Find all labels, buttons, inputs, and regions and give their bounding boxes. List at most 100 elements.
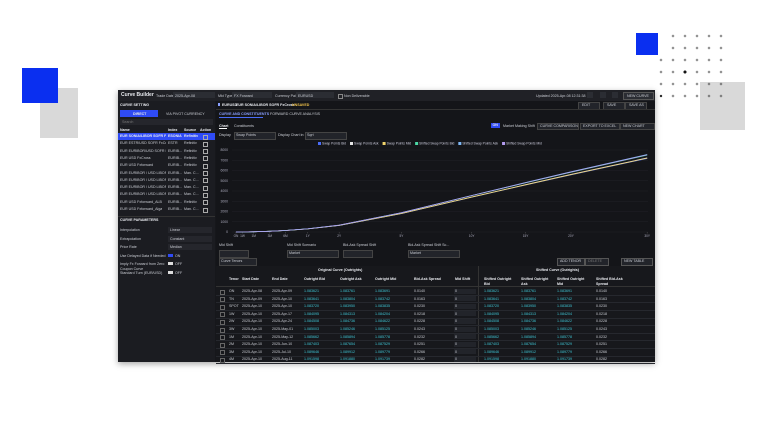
table-cell: 1.083691 xyxy=(557,289,572,293)
table-cell[interactable]: 0 xyxy=(455,296,457,301)
button-label[interactable]: NEW CHART xyxy=(623,123,645,128)
new-curve-button[interactable]: NEW CURVE xyxy=(627,93,649,98)
list-cell[interactable]: EUR ESTR/USD SOFR FxCross xyxy=(120,141,166,146)
list-cell[interactable]: EUR EURIBOR / USD LIBOR... xyxy=(120,192,166,197)
input xyxy=(454,296,476,302)
param-value[interactable]: Constant xyxy=(170,236,185,241)
checkbox-label[interactable]: Non Deliverable xyxy=(344,93,370,98)
input-value[interactable]: 2025-Apr-08 xyxy=(175,93,195,98)
select xyxy=(287,250,339,258)
input xyxy=(454,303,476,309)
table-cell: 1.091880 xyxy=(521,357,536,362)
table-cell[interactable]: 0 xyxy=(455,304,457,309)
dot xyxy=(671,46,675,50)
table-cell[interactable]: 0 xyxy=(455,311,457,316)
table-cell[interactable]: 0 xyxy=(455,349,457,354)
subtab[interactable]: Chart xyxy=(219,123,229,128)
toggle-label[interactable]: OFF xyxy=(175,270,183,275)
toggle-label[interactable]: ON xyxy=(175,253,181,258)
select-value[interactable]: Curve Tenors xyxy=(221,259,243,263)
input xyxy=(454,326,476,332)
param-value[interactable]: Median xyxy=(170,245,182,249)
select xyxy=(168,227,212,233)
label: Trade Date xyxy=(156,93,174,98)
button-label[interactable]: NEW TABLE xyxy=(624,259,645,263)
row-checkbox xyxy=(220,335,225,341)
table-cell[interactable]: 0 xyxy=(455,327,457,331)
input xyxy=(343,250,373,258)
table-cell: 0.0218 xyxy=(414,311,425,316)
tab[interactable]: DIRECT xyxy=(133,111,147,116)
tab[interactable]: FORWARD CURVE ANALYSIS xyxy=(270,112,320,116)
dot xyxy=(671,34,675,38)
legend-label: Swap Points Ask xyxy=(354,142,379,146)
list-cell: EURIB... xyxy=(168,170,182,175)
app-title: Curve Builder xyxy=(121,92,154,98)
x-tick-label: 3M xyxy=(268,234,273,238)
table-cell[interactable]: 0 xyxy=(455,357,457,362)
table-cell: 1.083621 xyxy=(484,289,499,293)
select-value[interactable]: Swap Points xyxy=(236,133,256,137)
table-cell: 1.083950 xyxy=(340,304,355,309)
list-cell[interactable]: EUR EURIBOR/USD SOFR FX... xyxy=(120,148,166,153)
dot xyxy=(695,34,699,38)
list-cell[interactable]: EUR USD Fxforward_Alga xyxy=(120,207,163,211)
subtab[interactable]: Constituents xyxy=(234,123,254,128)
list-cell[interactable]: EUR EURIBOR / USD LIBOR... xyxy=(120,177,166,182)
param-value[interactable]: Linear xyxy=(170,228,180,232)
table-cell: 2M xyxy=(229,342,234,347)
button-label[interactable]: SAVE xyxy=(607,103,617,107)
button-label[interactable]: SAVE AS xyxy=(629,103,644,107)
select-value[interactable]: Market xyxy=(289,251,300,255)
dot-grid xyxy=(659,34,723,98)
button-label[interactable]: EDIT xyxy=(582,103,591,107)
list-cell[interactable]: EUR USD FxCross xyxy=(120,155,151,160)
toggle-label[interactable]: OFF xyxy=(175,262,183,266)
input xyxy=(454,341,476,347)
button-label[interactable]: ADD TENOR xyxy=(560,259,582,263)
toggle-label[interactable]: ON xyxy=(492,123,498,128)
search-placeholder[interactable]: Search xyxy=(122,120,134,124)
toggle-label: Market Making Shift xyxy=(503,123,535,128)
dot xyxy=(707,70,711,74)
table-cell[interactable]: 0 xyxy=(455,319,457,324)
series-line xyxy=(235,154,648,233)
select-value[interactable]: EURUSD xyxy=(298,93,314,98)
list-cell[interactable]: EUR USD Fxforward xyxy=(120,163,154,168)
tab[interactable]: VIA PIVOT CURRENCY xyxy=(166,111,205,116)
button-label[interactable]: DELETE xyxy=(588,259,602,263)
list-cell[interactable]: EUR EURIBOR / USD LIBOR... xyxy=(120,185,166,190)
button-label[interactable]: CURVE COMPARISON xyxy=(540,123,578,128)
y-tick-label: 3000 xyxy=(220,199,228,203)
table-cell: 0.0232 xyxy=(414,334,425,339)
row-checkbox xyxy=(220,342,225,348)
list-cell[interactable]: EUR EURIBOR / USD LIBOR... xyxy=(120,170,166,175)
dot xyxy=(659,70,663,74)
list-cell[interactable]: EUR USD Fxforward_ALB xyxy=(120,199,162,204)
table-cell: TN xyxy=(229,296,234,301)
dot xyxy=(659,58,663,62)
button-label[interactable]: EXPORT TO EXCEL xyxy=(583,123,617,128)
y-tick-label: 0 xyxy=(226,230,228,234)
control-label: Mid Shift Scenario xyxy=(287,243,317,247)
table-cell: 2025-Apr-09 xyxy=(242,296,262,301)
tab[interactable]: CURVE AND CONSTITUENTS xyxy=(219,112,270,116)
subtab-underline xyxy=(219,128,227,129)
input xyxy=(173,92,215,98)
x-tick-label: 1Y xyxy=(306,234,311,238)
table-cell: 1.084508 xyxy=(484,319,499,324)
button xyxy=(621,258,653,266)
input xyxy=(454,356,476,362)
breadcrumb: EURUSD xyxy=(222,103,238,107)
select-value[interactable]: Market xyxy=(410,251,421,255)
table-cell: 1.084204 xyxy=(375,311,390,316)
dot xyxy=(683,70,687,74)
select-value[interactable]: FX Forward xyxy=(234,93,253,98)
table-cell: 1.083641 xyxy=(484,296,499,301)
group-header: Original Curve (Outrights) xyxy=(318,268,363,272)
list-cell[interactable]: EUR SONIA/LIBOR SOFR FxCro... xyxy=(120,134,166,138)
table-cell[interactable]: 0 xyxy=(455,342,457,347)
table-cell[interactable]: 0 xyxy=(455,334,457,339)
select-value[interactable]: Sqrt xyxy=(307,133,314,137)
table-cell[interactable]: 0 xyxy=(455,289,457,293)
